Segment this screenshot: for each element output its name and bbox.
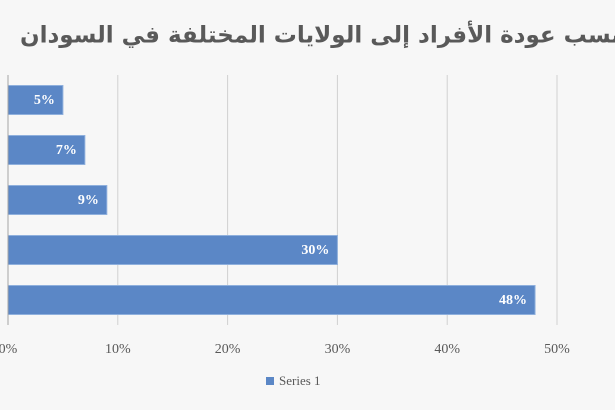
value-label: 9% bbox=[78, 193, 99, 208]
legend-swatch bbox=[266, 377, 274, 385]
value-label: 7% bbox=[56, 143, 77, 158]
x-tick-label: 0% bbox=[0, 342, 18, 357]
value-label: 5% bbox=[34, 93, 55, 108]
bar bbox=[7, 185, 108, 215]
x-tick-label: 30% bbox=[325, 342, 351, 357]
x-tick-label: 40% bbox=[434, 342, 460, 357]
chart-title: نسب عودة الأفراد إلى الولايات المختلفة ف… bbox=[20, 20, 615, 49]
bar bbox=[7, 235, 338, 265]
value-label: 30% bbox=[301, 243, 329, 258]
bar bbox=[7, 285, 536, 315]
legend-label: Series 1 bbox=[279, 373, 321, 388]
value-label: 48% bbox=[499, 293, 527, 308]
x-tick-label: 10% bbox=[105, 342, 131, 357]
bar bbox=[7, 85, 64, 115]
x-tick-label: 50% bbox=[544, 342, 570, 357]
x-tick-label: 20% bbox=[215, 342, 241, 357]
